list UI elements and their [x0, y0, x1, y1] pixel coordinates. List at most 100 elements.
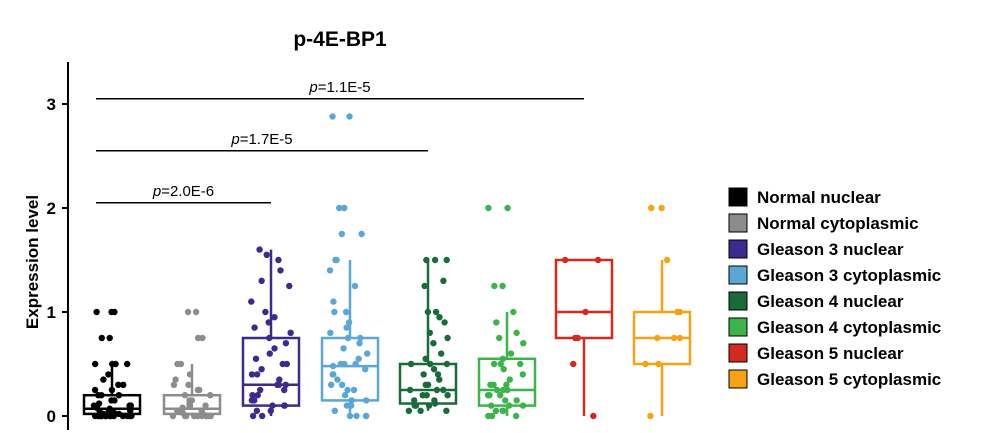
- data-point: [105, 371, 112, 378]
- data-point: [98, 334, 105, 342]
- data-point: [267, 407, 274, 414]
- data-point: [654, 334, 661, 342]
- data-point: [510, 308, 517, 316]
- data-point: [436, 314, 443, 321]
- data-point: [590, 412, 597, 420]
- data-point: [119, 412, 127, 420]
- box-groups: [82, 113, 692, 420]
- data-point: [127, 407, 134, 414]
- data-point: [271, 314, 278, 321]
- data-point: [253, 407, 261, 414]
- data-point: [274, 381, 281, 388]
- y-tick-label: 0: [47, 407, 56, 426]
- legend-label: Normal nuclear: [757, 188, 881, 207]
- data-point: [440, 386, 447, 394]
- p-value-label: p=2.0E-6: [152, 183, 214, 200]
- data-point: [115, 381, 122, 388]
- data-point: [266, 334, 273, 342]
- data-point: [329, 113, 336, 120]
- data-point: [491, 282, 498, 290]
- data-point: [421, 282, 428, 290]
- data-point: [406, 386, 414, 394]
- data-point: [443, 360, 451, 368]
- y-tick-label: 1: [47, 303, 56, 322]
- data-point: [441, 319, 448, 326]
- data-point: [434, 371, 442, 378]
- data-point: [276, 376, 283, 383]
- data-point: [282, 340, 290, 347]
- data-point: [443, 407, 450, 414]
- data-point: [194, 386, 202, 394]
- p-symbol: p: [308, 79, 317, 96]
- data-point: [108, 397, 115, 404]
- data-point: [111, 308, 118, 316]
- legend-label: Normal cytoplasmic: [757, 214, 919, 233]
- data-point: [102, 412, 110, 420]
- data-point: [251, 324, 258, 331]
- box-group-4: [398, 256, 458, 414]
- legend-label: Gleason 4 cytoplasmic: [757, 318, 941, 337]
- legend-swatch: [728, 265, 748, 285]
- data-point: [186, 402, 193, 409]
- data-point: [348, 397, 355, 404]
- data-point: [444, 334, 451, 342]
- data-point: [655, 360, 662, 368]
- data-point: [436, 376, 443, 383]
- data-point: [281, 402, 288, 409]
- box-group-1: [162, 308, 222, 420]
- data-point: [500, 366, 507, 373]
- data-point: [417, 407, 424, 414]
- data-point: [582, 308, 589, 316]
- legend-label: Gleason 5 cytoplasmic: [757, 370, 941, 389]
- data-point: [123, 360, 131, 368]
- legend-label: Gleason 3 cytoplasmic: [757, 266, 941, 285]
- data-point: [93, 308, 100, 316]
- data-point: [207, 392, 214, 399]
- data-point: [433, 386, 441, 394]
- data-point: [676, 308, 684, 316]
- data-point: [333, 256, 340, 264]
- data-point: [422, 355, 429, 362]
- data-point: [258, 277, 265, 284]
- data-point: [519, 371, 526, 378]
- data-point: [344, 334, 352, 342]
- data-point: [496, 334, 503, 342]
- data-point: [331, 308, 338, 316]
- legend-label: Gleason 5 nuclear: [757, 344, 904, 363]
- data-point: [249, 392, 256, 399]
- data-point: [170, 381, 178, 388]
- box-group-2: [241, 246, 301, 420]
- data-point: [287, 329, 294, 336]
- data-point: [248, 397, 256, 404]
- data-point: [192, 308, 200, 316]
- data-point: [642, 360, 649, 368]
- data-point: [512, 412, 520, 420]
- p-symbol: p: [230, 131, 239, 148]
- data-point: [262, 308, 269, 316]
- data-point: [426, 360, 434, 368]
- data-point: [185, 381, 192, 388]
- legend-swatch: [728, 213, 748, 233]
- data-point: [499, 355, 507, 362]
- data-point: [412, 402, 420, 409]
- data-point: [283, 360, 291, 368]
- data-point: [493, 386, 501, 394]
- data-point: [499, 282, 506, 290]
- data-point: [266, 350, 273, 357]
- data-point: [186, 371, 194, 378]
- p-value: =1.7E-5: [240, 131, 293, 148]
- data-point: [352, 360, 359, 368]
- data-point: [169, 412, 177, 420]
- data-point: [362, 366, 369, 373]
- data-point: [327, 381, 335, 388]
- data-point: [353, 412, 360, 420]
- data-point: [265, 319, 272, 326]
- legend-swatch: [728, 239, 748, 259]
- data-point: [336, 204, 343, 212]
- data-point: [420, 371, 427, 378]
- data-point: [172, 376, 179, 383]
- data-point: [194, 334, 202, 342]
- data-point: [253, 371, 261, 378]
- data-point: [355, 355, 362, 362]
- box-group-7: [632, 204, 692, 420]
